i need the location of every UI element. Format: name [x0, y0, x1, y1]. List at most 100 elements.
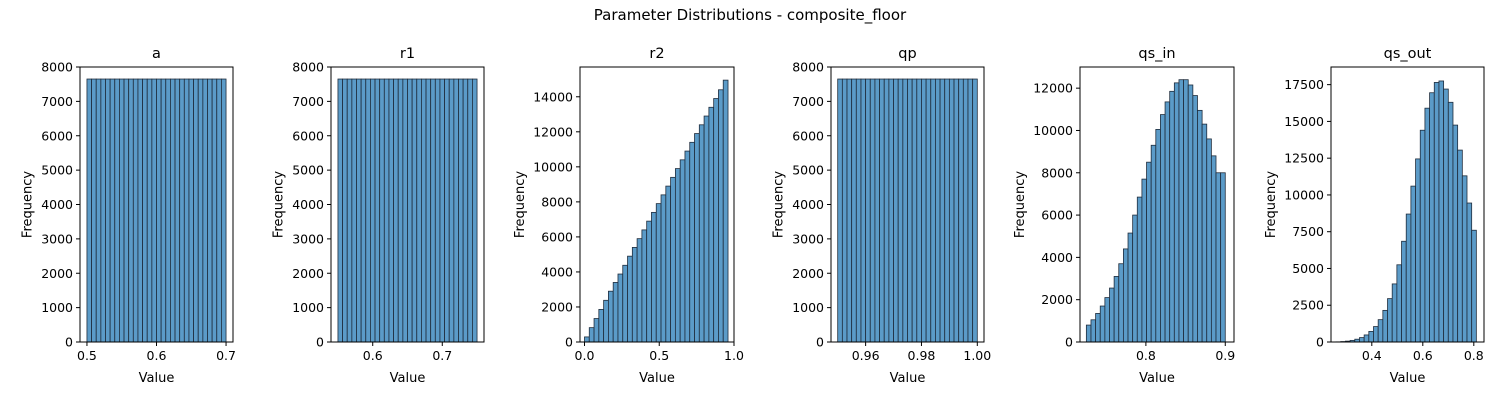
y-tick-label: 7000	[292, 94, 324, 109]
histogram-bar	[211, 78, 218, 343]
histogram-bar	[879, 78, 885, 343]
histogram-bar	[458, 78, 464, 343]
histogram-bar	[346, 78, 353, 343]
histogram-bar	[1187, 84, 1194, 343]
histogram-bar	[1387, 298, 1393, 343]
histogram-bar	[1220, 172, 1226, 343]
x-axis-label: Value	[639, 371, 675, 386]
y-tick-label: 3000	[792, 231, 824, 246]
x-axis-label: Value	[1390, 371, 1426, 386]
histogram-bar	[1396, 264, 1402, 343]
histogram-bar	[467, 78, 473, 343]
histogram-bar	[1173, 82, 1180, 343]
figure-suptitle: Parameter Distributions - composite_floo…	[594, 6, 907, 25]
x-axis-label: Value	[1139, 371, 1175, 386]
histogram-bar	[1164, 101, 1171, 343]
histogram-bar	[1415, 158, 1421, 343]
histogram-bar	[1359, 337, 1365, 343]
histogram-bar	[156, 78, 162, 343]
y-tick-label: 12000	[533, 124, 573, 139]
y-tick-label: 7500	[1292, 224, 1324, 239]
histogram-bar	[462, 78, 469, 343]
y-tick-label: 8000	[541, 194, 573, 209]
histogram-bar	[183, 78, 190, 343]
x-tick-label: 0.0	[575, 348, 595, 363]
histogram-bar	[893, 78, 899, 343]
y-tick-label: 10000	[533, 159, 573, 174]
histogram-bar	[1433, 82, 1440, 343]
histogram-bar	[1466, 202, 1473, 343]
y-tick-label: 2000	[541, 299, 573, 314]
x-axis-label: Value	[139, 371, 175, 386]
x-axis-label: Value	[890, 371, 926, 386]
histogram-bar	[718, 89, 724, 343]
histogram-bar	[393, 78, 399, 343]
histogram-bar	[1429, 92, 1435, 343]
histogram-bar	[1452, 124, 1459, 343]
histogram-bar	[855, 78, 862, 343]
histogram-bar	[434, 78, 441, 343]
y-tick-label: 8000	[1041, 165, 1073, 180]
histogram-bar	[651, 211, 657, 343]
histogram-bar	[439, 78, 445, 343]
histogram-bar	[86, 78, 92, 343]
histogram-bar	[593, 318, 600, 343]
histogram-bar	[1099, 305, 1106, 343]
y-tick-label: 5000	[1292, 261, 1324, 276]
histogram-bar	[342, 78, 348, 343]
y-tick-label: 1000	[292, 300, 324, 315]
histogram-bar	[1210, 155, 1217, 343]
histogram-bar	[655, 203, 662, 343]
histogram-bar	[1206, 138, 1212, 343]
x-tick-label: 0.8	[1136, 348, 1156, 363]
y-tick-label: 7000	[792, 94, 824, 109]
y-tick-label: 6000	[41, 128, 73, 143]
y-tick-label: 7000	[41, 94, 73, 109]
histogram-bar	[100, 78, 106, 343]
histogram-bar	[1155, 129, 1161, 343]
histogram-bar	[1201, 123, 1208, 343]
histogram-bar	[627, 255, 633, 343]
histogram-bar	[925, 78, 932, 343]
histogram-bar	[221, 78, 227, 343]
histogram-bar	[1109, 287, 1115, 343]
histogram-bar	[679, 159, 686, 343]
histogram-bar	[708, 106, 715, 343]
y-tick-label: 8000	[41, 60, 73, 75]
histogram-bar	[641, 229, 648, 343]
histogram-bar	[874, 78, 880, 343]
subplot-qp: 0.96 0.98 1.00 0 1000 2000 3000 4000 5000 6000 700…	[772, 46, 992, 386]
subplot-a: 0.5 0.6 0.7 0 1000 2000 3000 4000 5000 6000 7000 80…	[21, 46, 236, 386]
histogram-bar	[636, 238, 643, 343]
histogram-bar	[1150, 144, 1157, 343]
histogram-bar	[1419, 129, 1426, 343]
y-tick-label: 12000	[1033, 81, 1073, 96]
histogram-bar	[1192, 95, 1198, 343]
histogram-bar	[1160, 114, 1166, 343]
histogram-bar	[1104, 297, 1110, 343]
y-tick-label: 14000	[533, 89, 573, 104]
histogram-bar	[1113, 276, 1120, 343]
y-tick-label: 8000	[292, 60, 324, 75]
histogram-bar	[860, 78, 867, 343]
histogram-bar	[944, 78, 950, 343]
histogram-bar	[388, 78, 394, 343]
histogram-bar	[1377, 319, 1384, 343]
subplot-title: qp	[898, 46, 916, 62]
histogram-bar	[114, 78, 120, 343]
histogram-bar	[841, 78, 848, 343]
x-tick-label: 0.9	[1215, 348, 1235, 363]
histogram-bar	[897, 78, 904, 343]
histogram-bar	[846, 78, 853, 343]
histogram-bar	[1471, 229, 1477, 343]
y-axis-label: Frequency	[1013, 171, 1028, 238]
histogram-bar	[935, 78, 941, 343]
histogram-bar	[1197, 109, 1203, 343]
histogram-bar	[105, 78, 111, 343]
subplot-r2: 0.0 0.5 1.0 0 2000 4000 6000 8000 10000 12000 1400…	[513, 46, 744, 386]
subplot-title: a	[152, 46, 161, 62]
y-tick-label: 2000	[792, 266, 824, 281]
histogram-bar	[165, 78, 171, 343]
histogram-bar	[689, 141, 695, 343]
